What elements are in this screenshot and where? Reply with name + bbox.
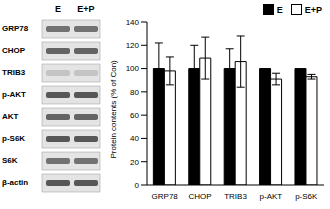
svg-text:40: 40	[130, 134, 139, 143]
svg-text:120: 120	[126, 41, 140, 50]
svg-text:AKT: AKT	[8, 112, 19, 121]
svg-text:100: 100	[126, 64, 140, 73]
svg-text:80: 80	[130, 88, 139, 97]
svg-text:E: E	[55, 4, 61, 14]
svg-text:CHOP: CHOP	[8, 46, 26, 55]
svg-text:TRIB3: TRIB3	[8, 68, 26, 77]
svg-text:p-S6K: p-S6K	[8, 134, 25, 143]
svg-text:GRP78: GRP78	[152, 192, 179, 201]
svg-text:140: 140	[126, 18, 140, 27]
svg-text:0: 0	[135, 181, 140, 190]
svg-text:p-AKT: p-AKT	[8, 90, 26, 99]
svg-text:CHOP: CHOP	[189, 192, 212, 201]
svg-text:20: 20	[130, 158, 139, 167]
svg-text:p-S6K: p-S6K	[295, 192, 318, 201]
svg-text:Protein contents (% of Con): Protein contents (% of Con)	[109, 60, 118, 159]
svg-text:TRIB3: TRIB3	[224, 192, 247, 201]
svg-text:GRP78: GRP78	[8, 24, 29, 33]
html-text:E+P: E+P	[304, 4, 322, 15]
svg-text:β-actin: β-actin	[8, 178, 28, 187]
html-text:E: E	[276, 4, 283, 15]
svg-text:E+P: E+P	[77, 4, 94, 14]
svg-text:p-AKT: p-AKT	[260, 192, 283, 201]
svg-text:60: 60	[130, 111, 139, 120]
svg-text:S6K: S6K	[8, 156, 18, 165]
